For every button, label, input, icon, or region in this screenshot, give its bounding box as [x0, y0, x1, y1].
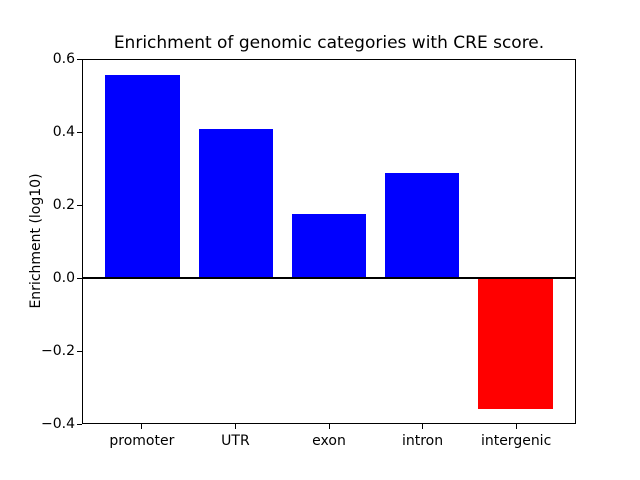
bar-intergenic [478, 277, 553, 410]
bar-exon [291, 214, 367, 278]
y-tick-mark [77, 423, 82, 425]
plot-area [82, 59, 576, 424]
bar-UTR [198, 128, 274, 278]
y-tick-label: 0.0 [52, 270, 75, 286]
bar-promoter [105, 75, 180, 278]
y-tick-mark [77, 58, 82, 60]
bar-intron [384, 172, 460, 278]
x-tick-mark-intron [422, 424, 424, 429]
zero-line [83, 276, 575, 279]
y-tick-mark [77, 204, 82, 206]
x-tick-label-intergenic: intergenic [480, 433, 552, 449]
y-tick-mark [77, 350, 82, 352]
y-tick-label: 0.6 [52, 51, 75, 67]
y-tick-label: −0.2 [41, 343, 75, 359]
x-tick-mark-exon [328, 424, 330, 429]
x-tick-label-intron: intron [401, 433, 444, 449]
y-tick-label: 0.4 [52, 124, 75, 140]
y-tick-label: 0.2 [52, 197, 75, 213]
x-tick-mark-intergenic [515, 424, 517, 429]
y-tick-label: −0.4 [41, 416, 75, 432]
y-tick-mark [77, 277, 82, 279]
y-axis-label: Enrichment (log10) [28, 173, 44, 309]
x-tick-mark-promoter [141, 424, 143, 429]
x-tick-label-UTR: UTR [221, 433, 250, 449]
x-tick-label-exon: exon [312, 433, 346, 449]
y-tick-mark [77, 131, 82, 133]
x-tick-mark-UTR [234, 424, 236, 429]
x-tick-label-promoter: promoter [109, 433, 175, 449]
chart-title: Enrichment of genomic categories with CR… [113, 33, 545, 53]
